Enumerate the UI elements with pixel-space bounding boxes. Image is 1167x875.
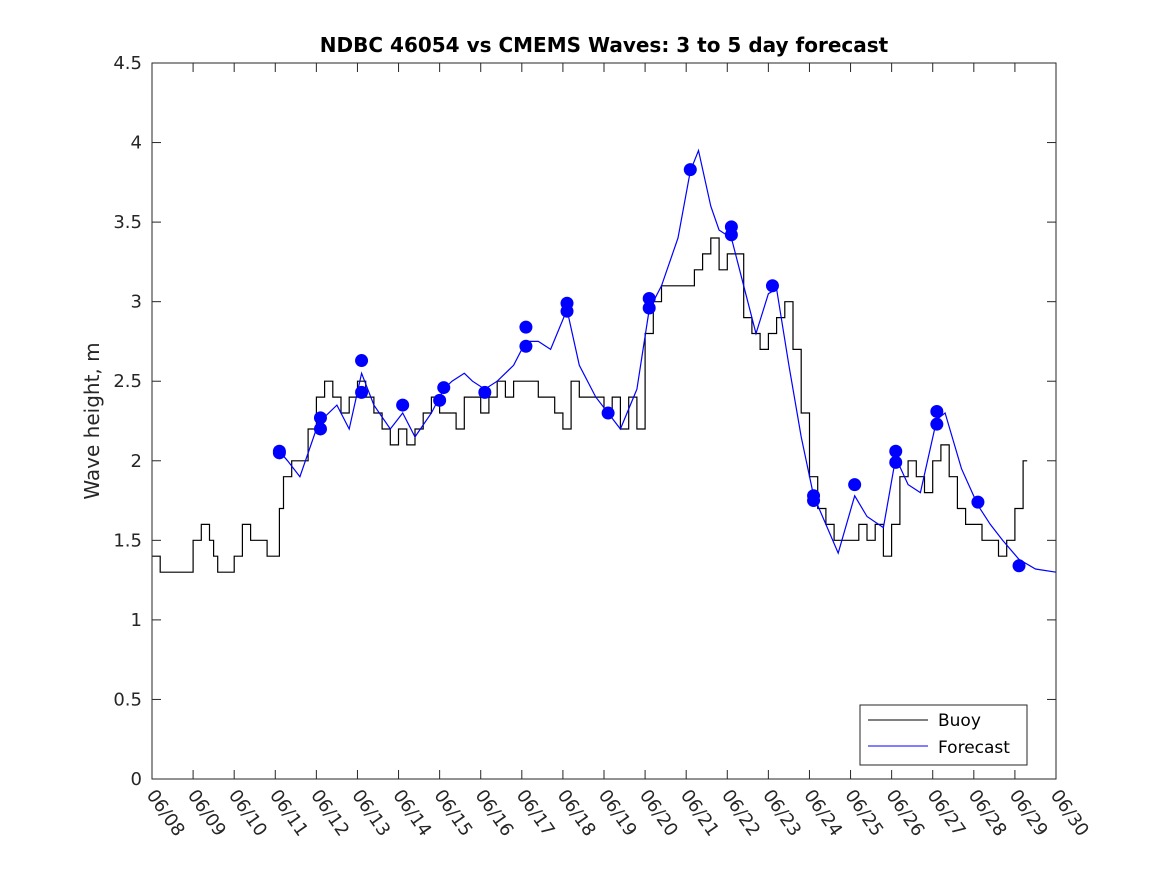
forecast-marker xyxy=(848,478,862,492)
chart-title: NDBC 46054 vs CMEMS Waves: 3 to 5 day fo… xyxy=(320,33,889,57)
forecast-marker xyxy=(313,422,327,436)
x-tick-label: 06/20 xyxy=(635,786,682,841)
x-tick-label: 06/18 xyxy=(553,786,600,841)
forecast-marker xyxy=(560,304,574,318)
forecast-marker xyxy=(433,393,447,407)
y-axis-label: Wave height, m xyxy=(80,342,104,499)
y-tick-label: 3.5 xyxy=(113,212,142,233)
series-line-buoy xyxy=(152,237,1028,573)
series-line-forecast xyxy=(278,148,1057,573)
forecast-marker xyxy=(519,320,533,334)
forecast-marker xyxy=(478,385,492,399)
x-tick-label: 06/21 xyxy=(676,786,723,841)
forecast-marker xyxy=(437,381,451,395)
forecast-marker xyxy=(642,291,656,305)
forecast-marker xyxy=(642,301,656,315)
forecast-marker xyxy=(683,163,697,177)
x-tick-label: 06/27 xyxy=(923,786,970,841)
forecast-marker xyxy=(807,494,821,508)
legend-buoy-label: Buoy xyxy=(938,711,981,731)
x-tick-label: 06/26 xyxy=(882,786,929,841)
marker-layer xyxy=(272,163,1026,573)
y-axis: 0 0.5 1 1.5 2 2.5 3 3.5 4 4.5 xyxy=(113,53,1056,790)
forecast-marker xyxy=(1012,559,1026,573)
x-tick-label: 06/19 xyxy=(594,786,641,841)
forecast-marker xyxy=(355,385,369,399)
x-tick-label: 06/28 xyxy=(964,786,1011,841)
x-tick-label: 06/12 xyxy=(306,786,353,841)
legend: Buoy Forecast xyxy=(859,704,1028,766)
x-tick-label: 06/10 xyxy=(224,786,271,841)
forecast-marker xyxy=(272,446,286,460)
plot-background xyxy=(152,63,1056,779)
forecast-marker xyxy=(396,398,410,412)
x-tick-label: 06/08 xyxy=(142,786,189,841)
x-tick-label: 06/25 xyxy=(840,786,887,841)
forecast-marker xyxy=(930,404,944,418)
forecast-marker xyxy=(765,279,779,293)
forecast-marker xyxy=(889,455,903,469)
x-tick-label: 06/13 xyxy=(347,786,394,841)
x-tick-label: 06/29 xyxy=(1005,786,1052,841)
y-tick-label: 2 xyxy=(131,451,142,472)
x-tick-label: 06/30 xyxy=(1046,786,1093,841)
plot-area xyxy=(152,63,1056,779)
forecast-marker xyxy=(971,495,985,509)
x-tick-label: 06/14 xyxy=(388,786,435,841)
y-tick-label: 0 xyxy=(131,769,142,790)
y-tick-label: 1.5 xyxy=(113,530,142,551)
forecast-marker xyxy=(601,406,615,420)
forecast-marker xyxy=(724,228,738,242)
forecast-marker xyxy=(519,339,533,353)
y-tick-label: 0.5 xyxy=(113,689,142,710)
x-tick-label: 06/17 xyxy=(512,786,559,841)
series-layer xyxy=(152,148,1057,573)
legend-forecast-label: Forecast xyxy=(938,738,1010,758)
x-tick-label: 06/15 xyxy=(430,786,477,841)
y-tick-label: 2.5 xyxy=(113,371,142,392)
legend-box xyxy=(859,704,1028,766)
y-tick-label: 4.5 xyxy=(113,53,142,74)
x-tick-label: 06/09 xyxy=(183,786,230,841)
x-tick-label: 06/16 xyxy=(471,786,518,841)
y-tick-label: 3 xyxy=(131,292,142,313)
forecast-marker xyxy=(930,417,944,431)
y-tick-label: 1 xyxy=(131,610,142,631)
plot-frame xyxy=(151,62,1057,780)
x-tick-label: 06/22 xyxy=(717,786,764,841)
x-tick-label: 06/23 xyxy=(758,786,805,841)
x-tick-label: 06/24 xyxy=(799,786,846,841)
forecast-marker xyxy=(889,444,903,458)
y-tick-label: 4 xyxy=(131,133,142,154)
x-tick-label: 06/11 xyxy=(265,786,312,841)
forecast-marker xyxy=(355,354,369,368)
forecast-marker xyxy=(313,411,327,425)
